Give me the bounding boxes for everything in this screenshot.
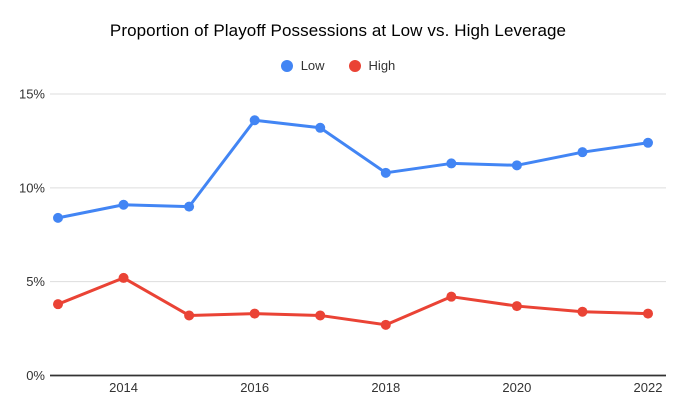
high-data-point-2019	[446, 291, 457, 302]
high-data-point-2020	[511, 301, 522, 312]
low-data-point-2020	[511, 160, 522, 171]
high-data-point-2022	[643, 308, 653, 319]
low-data-point-2017	[315, 122, 326, 133]
high-data-point-2013	[53, 299, 63, 310]
legend-label-high: High	[368, 58, 396, 73]
high-data-point-2014	[118, 272, 129, 283]
low-data-point-2016	[249, 115, 260, 126]
low-data-point-2018	[380, 167, 391, 178]
high-data-point-2016	[249, 308, 260, 319]
y-axis-tick-label: 5%	[26, 274, 45, 289]
y-axis-tick-label: 15%	[19, 87, 45, 102]
high-data-point-2018	[380, 319, 391, 330]
legend-label-low: Low	[300, 58, 325, 73]
legend-item-high: High	[348, 58, 396, 73]
low-data-point-2013	[53, 212, 63, 223]
low-data-point-2014	[118, 199, 129, 210]
low-data-point-2019	[446, 158, 457, 169]
high-data-point-2017	[315, 310, 326, 321]
low-data-point-2022	[643, 137, 653, 148]
legend-marker-low-icon	[280, 59, 293, 72]
low-data-point-2015	[184, 201, 195, 212]
legend-marker-high-icon	[348, 59, 361, 72]
low-series-line	[56, 118, 650, 220]
x-axis-tick-label: 2022	[634, 380, 663, 395]
x-axis-tick-label: 2014	[109, 380, 138, 395]
legend: Low High	[0, 58, 676, 73]
legend-item-low: Low	[280, 58, 325, 73]
x-axis-tick-label: 2018	[371, 380, 400, 395]
y-axis-tick-label: 0%	[26, 368, 45, 383]
high-data-point-2015	[184, 310, 195, 321]
high-data-point-2021	[577, 306, 588, 317]
x-axis-tick-label: 2020	[502, 380, 531, 395]
low-data-point-2021	[577, 147, 588, 158]
high-series-line	[56, 276, 650, 327]
x-axis-tick-label: 2016	[240, 380, 269, 395]
y-axis-tick-label: 10%	[19, 180, 45, 195]
chart-title: Proportion of Playoff Possessions at Low…	[109, 21, 567, 40]
